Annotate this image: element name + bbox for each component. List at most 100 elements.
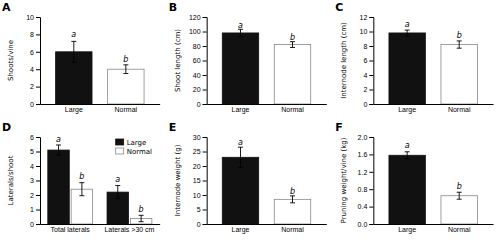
y-tick-mark (36, 52, 40, 53)
y-axis-line (203, 18, 208, 105)
y-axis-line (369, 138, 374, 225)
y-tick: 0 (363, 101, 373, 108)
y-tick-label: 25 (193, 148, 201, 155)
bar (389, 155, 425, 224)
annotation: b (457, 182, 462, 191)
y-tick-label: 6 (30, 49, 34, 56)
annotation: a (71, 30, 76, 39)
y-tick-label: 15 (193, 177, 201, 184)
y-tick-label: 30 (193, 134, 201, 141)
figure: 0246810LargeNormalabShoots/vineA02040608… (0, 0, 500, 240)
y-tick-label: 1.6 (358, 151, 368, 158)
y-tick-mark (369, 154, 373, 155)
y-tick: 100 (189, 28, 207, 35)
error-bar (457, 192, 462, 199)
y-tick-label: 1.2 (358, 169, 368, 176)
y-tick: 6 (30, 134, 40, 141)
y-tick-label: 0.8 (358, 186, 368, 193)
y-tick: 5 (197, 206, 207, 213)
y-tick-mark (36, 210, 40, 211)
plot-area (56, 41, 144, 104)
y-tick: 120 (189, 14, 207, 21)
x-tick-label: Normal (281, 226, 304, 233)
y-tick: 12 (360, 14, 374, 21)
x-tick-label: Large (65, 106, 83, 114)
y-axis-title: Laterals/shoot (7, 155, 15, 205)
y-tick-label: 5 (30, 148, 34, 155)
legend: LargeNormal (116, 139, 152, 156)
y-tick-label: 0.0 (358, 221, 368, 228)
error-bar (139, 215, 144, 221)
x-tick-label: Large (232, 106, 250, 114)
y-axis-line (36, 18, 41, 105)
x-tick-label: Normal (448, 106, 471, 113)
legend-item: Large (116, 139, 147, 147)
x-tick: Normal (115, 106, 138, 113)
annotation: a (405, 141, 410, 150)
y-tick-label: 20 (193, 86, 201, 93)
y-tick-label: 5 (197, 206, 201, 213)
annotation: a (56, 135, 61, 144)
y-tick-label: 8 (363, 43, 367, 50)
panel-title: E (169, 121, 177, 134)
panel: 0123456Total lateralsLaterals >30 cmabab… (2, 121, 160, 233)
y-tick-label: 8 (30, 31, 34, 38)
error-bar (290, 42, 295, 48)
y-tick-mark (203, 137, 207, 138)
error-bar (457, 41, 462, 48)
panel: 024681012LargeNormalabInternode length (… (335, 1, 493, 114)
x-axis-line (374, 104, 494, 105)
y-tick: 6 (363, 57, 373, 64)
x-axis: Large Normal (41, 105, 161, 114)
y-axis-title: Shoot length (cm) (174, 29, 182, 92)
x-tick-label: Normal (115, 106, 138, 113)
y-tick-mark (369, 207, 373, 208)
y-tick-label: 0 (30, 221, 34, 228)
y-tick: 0 (30, 221, 40, 228)
x-axis-line (374, 224, 494, 225)
y-tick: 8 (30, 31, 40, 38)
y-tick-mark (203, 152, 207, 153)
y-tick: 6 (30, 49, 40, 56)
x-axis-line (207, 224, 327, 225)
y-tick-label: 10 (26, 14, 34, 21)
y-tick-mark (36, 69, 40, 70)
y-tick: 20 (193, 163, 207, 170)
y-tick: 10 (193, 192, 207, 199)
y-tick-label: 2 (30, 83, 34, 90)
panel-title: C (335, 1, 343, 14)
y-tick: 2 (30, 192, 40, 199)
y-tick: 0.0 (358, 221, 374, 228)
error-bar (238, 147, 243, 167)
y-tick-label: 6 (363, 57, 367, 64)
x-tick-label: Normal (448, 226, 471, 233)
plot-area (222, 29, 310, 104)
plot-area (389, 30, 477, 104)
x-tick-label: Large (398, 106, 416, 114)
y-tick-label: 0 (197, 221, 201, 228)
y-tick-label: 3 (30, 177, 34, 184)
legend-item: Normal (116, 148, 152, 156)
annotation: b (457, 31, 462, 40)
y-tick-mark (369, 32, 373, 33)
y-tick: 0.8 (358, 186, 374, 193)
y-axis-title: Shoots/vine (7, 40, 15, 81)
y-tick-mark (36, 17, 40, 18)
x-tick-label: Laterals >30 cm (104, 226, 154, 233)
y-tick: 1 (30, 206, 40, 213)
error-bar (115, 186, 120, 199)
y-tick-mark (36, 87, 40, 88)
annotation: a (238, 21, 243, 30)
annotation: a (405, 20, 410, 29)
y-tick: 4 (30, 66, 40, 73)
y-tick-mark (203, 166, 207, 167)
x-axis: Total lateralsLaterals >30 cm (41, 225, 161, 233)
y-tick: 2 (363, 86, 373, 93)
panel-title: A (2, 1, 11, 14)
y-tick-label: 80 (193, 43, 201, 50)
error-bar (405, 30, 410, 36)
y-axis-line (203, 138, 208, 225)
y-tick-label: 0 (197, 101, 201, 108)
x-tick-label: Normal (281, 106, 304, 113)
y-tick-label: 100 (189, 28, 201, 35)
